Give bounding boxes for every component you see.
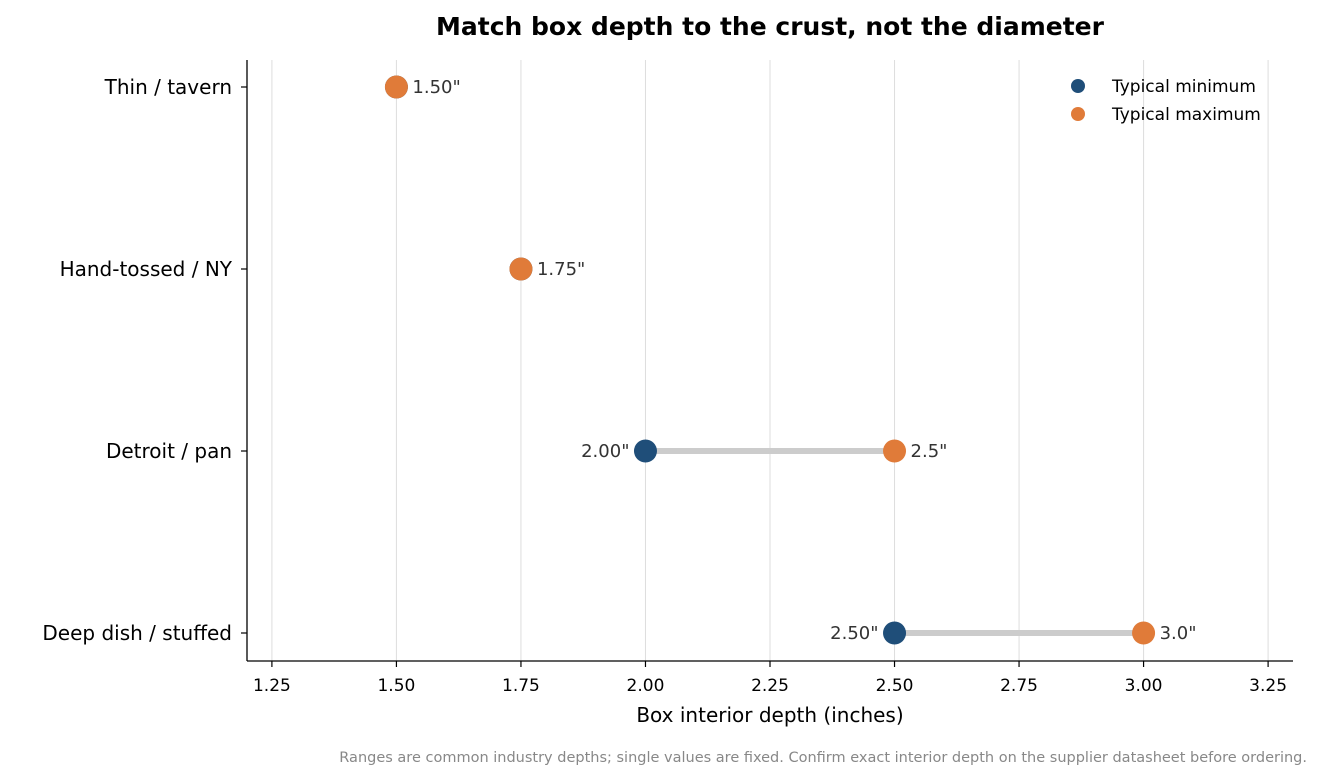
- x-tick-label: 1.25: [253, 676, 291, 696]
- min-data-label: 2.50": [830, 623, 878, 644]
- grid-lines: [271, 60, 1269, 661]
- legend-label: Typical minimum: [1111, 77, 1256, 97]
- max-point: [384, 75, 408, 99]
- legend-marker: [1071, 107, 1085, 121]
- min-data-label: 2.00": [581, 441, 629, 462]
- legend-marker: [1071, 79, 1085, 93]
- axes: 1.25 1.50 1.75 2.00 2.25 2.50 2.75 3.00 3.25 Thin…: [42, 60, 1293, 696]
- category-label: Thin / tavern: [104, 75, 232, 99]
- chart-title: Match box depth to the crust, not the di…: [436, 12, 1105, 41]
- max-point: [883, 439, 907, 463]
- x-tick-label: 1.50: [377, 676, 415, 696]
- max-data-label: 2.5": [911, 441, 948, 462]
- category-label: Detroit / pan: [106, 439, 232, 463]
- max-point: [509, 257, 533, 281]
- max-data-label: 3.0": [1160, 623, 1197, 644]
- min-point: [883, 621, 907, 645]
- data-points: [384, 75, 1156, 645]
- footnote: Ranges are common industry depths; singl…: [339, 750, 1307, 766]
- x-tick-label: 2.50: [876, 676, 914, 696]
- max-data-label: 1.50": [412, 77, 460, 98]
- x-tick-label: 3.25: [1249, 676, 1287, 696]
- max-data-label: 1.75": [537, 259, 585, 280]
- legend: Typical minimum Typical maximum: [1071, 77, 1261, 125]
- x-tick-label: 3.00: [1125, 676, 1163, 696]
- x-tick-label: 2.75: [1000, 676, 1038, 696]
- range-lines: [645, 448, 1144, 636]
- min-point: [633, 439, 657, 463]
- category-label: Hand-tossed / NY: [60, 257, 233, 281]
- x-tick-label: 2.00: [627, 676, 665, 696]
- category-label: Deep dish / stuffed: [42, 621, 232, 645]
- data-labels: 1.50" 1.75" 2.00" 2.5" 2.50" 3.0": [412, 77, 1196, 644]
- x-tick-label: 2.25: [751, 676, 789, 696]
- max-point: [1132, 621, 1156, 645]
- x-tick-label: 1.75: [502, 676, 540, 696]
- x-axis-label: Box interior depth (inches): [636, 703, 903, 727]
- legend-label: Typical maximum: [1111, 105, 1261, 125]
